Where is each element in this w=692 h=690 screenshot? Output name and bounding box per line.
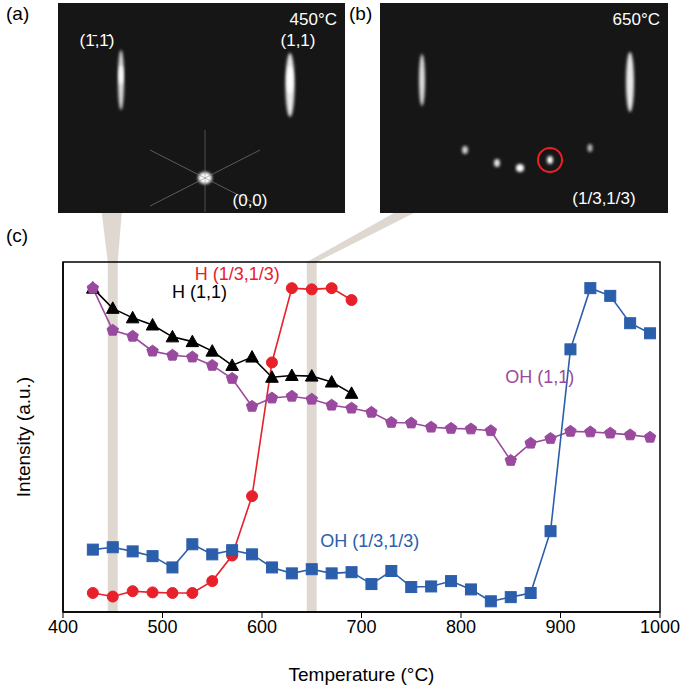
svg-text:500: 500 (147, 617, 177, 637)
svg-text:(1/3,1/3): (1/3,1/3) (572, 189, 635, 208)
svg-text:(c): (c) (6, 225, 28, 246)
svg-text:700: 700 (346, 617, 376, 637)
svg-text:Temperature (°C): Temperature (°C) (289, 664, 435, 685)
svg-text:800: 800 (446, 617, 476, 637)
svg-text:H (1/3,1/3): H (1/3,1/3) (195, 264, 280, 284)
svg-text:1000: 1000 (640, 617, 680, 637)
svg-text:(a): (a) (6, 3, 29, 24)
svg-text:650°C: 650°C (613, 10, 660, 29)
svg-text:450°C: 450°C (290, 10, 337, 29)
svg-text:Intensity (a.u.): Intensity (a.u.) (13, 377, 34, 497)
svg-text:OH (1,1): OH (1,1) (505, 367, 574, 387)
svg-text:(1,1): (1,1) (281, 31, 316, 50)
svg-text:H (1,1): H (1,1) (172, 282, 227, 302)
svg-text:(b): (b) (349, 3, 372, 24)
svg-text:(0,0): (0,0) (233, 191, 268, 210)
svg-text:OH (1/3,1/3): OH (1/3,1/3) (320, 531, 419, 551)
svg-text:900: 900 (545, 617, 575, 637)
svg-text:(1̄,1̄): (1̄,1̄) (80, 31, 115, 50)
svg-text:600: 600 (247, 617, 277, 637)
svg-text:400: 400 (48, 617, 78, 637)
